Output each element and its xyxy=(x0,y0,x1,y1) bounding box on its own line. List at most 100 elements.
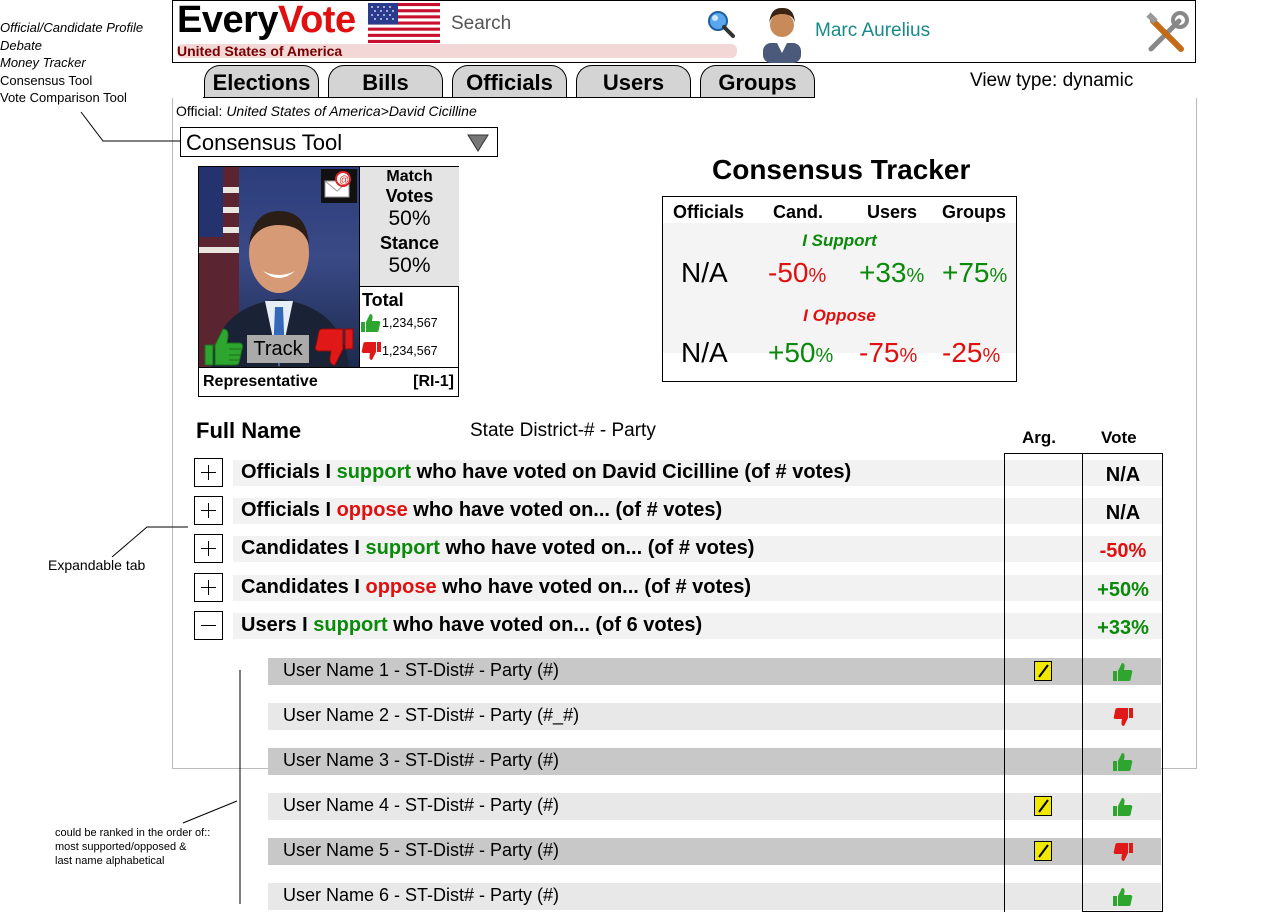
user-row xyxy=(268,883,1161,910)
expand-toggle[interactable] xyxy=(194,573,223,602)
user-row xyxy=(268,748,1161,775)
arg-column-header: Arg. xyxy=(1022,428,1056,447)
ranking-annotation: could be ranked in the order of:: most s… xyxy=(55,826,210,868)
search-input[interactable]: Search xyxy=(451,13,512,34)
support-count: 1,234,567 xyxy=(382,316,438,330)
user-row-name[interactable]: User Name 1 - ST-Dist# - Party (#) xyxy=(283,660,560,680)
group-label-kw: support xyxy=(336,461,412,483)
stance-label: Stance xyxy=(379,233,440,253)
chevron-down-icon[interactable] xyxy=(467,134,489,152)
user-row-name[interactable]: User Name 2 - ST-Dist# - Party (#_#) xyxy=(283,705,580,725)
expand-toggle[interactable] xyxy=(194,458,223,487)
breadcrumb-path[interactable]: United States of America>David Cicilline xyxy=(226,103,477,119)
side-menu-item[interactable]: Vote Comparison Tool xyxy=(0,90,127,105)
group-label-pre: Candidates I xyxy=(241,576,366,598)
vote-thumbs-down-icon xyxy=(1112,707,1134,732)
side-menu-item[interactable]: Official/Candidate Profile xyxy=(0,20,144,35)
district-party-header[interactable]: State District-# - Party xyxy=(470,420,656,441)
argument-note-icon[interactable] xyxy=(1034,796,1052,816)
search-icon[interactable] xyxy=(706,9,736,39)
tab-users[interactable]: Users xyxy=(576,65,691,98)
expand-toggle[interactable] xyxy=(194,534,223,563)
side-menu-item[interactable]: Debate xyxy=(0,37,42,53)
expandable-annotation: Expandable tab xyxy=(48,557,146,573)
match-panel: Match Votes 50% Stance 50% xyxy=(359,167,459,287)
tools-icon[interactable] xyxy=(1143,11,1189,57)
group-label-pre: Officials I xyxy=(241,461,337,483)
group-label[interactable]: Candidates I support who have voted on..… xyxy=(241,537,754,560)
user-row xyxy=(268,703,1161,730)
consensus-value: +75% xyxy=(942,257,1007,289)
group-row xyxy=(233,460,1163,486)
consensus-value: +33% xyxy=(859,257,924,289)
group-vote-value: N/A xyxy=(1105,502,1141,524)
group-label[interactable]: Candidates I oppose who have voted on...… xyxy=(241,576,751,599)
plus-bar xyxy=(208,465,209,480)
consensus-value: -75% xyxy=(859,337,917,369)
contact-mail-icon[interactable]: @ xyxy=(321,169,357,203)
tab-bills[interactable]: Bills xyxy=(328,65,443,98)
avatar-icon[interactable] xyxy=(759,3,805,63)
district-label: [RI-1] xyxy=(413,373,454,390)
tab-groups[interactable]: Groups xyxy=(700,65,815,98)
consensus-number: N/A xyxy=(681,337,728,368)
user-row-name[interactable]: User Name 4 - ST-Dist# - Party (#) xyxy=(283,795,560,815)
header-users: Users xyxy=(867,202,918,222)
tab-elections[interactable]: Elections xyxy=(204,65,319,98)
official-photo[interactable]: @ Track xyxy=(199,167,359,367)
consensus-body-bg xyxy=(663,223,1016,353)
header-groups: Groups xyxy=(942,202,1007,222)
app-header: EveryVote United States of America Searc… xyxy=(172,0,1196,63)
user-row-name[interactable]: User Name 5 - ST-Dist# - Party (#) xyxy=(283,840,560,860)
side-menu-item[interactable]: Money Tracker xyxy=(0,55,86,70)
vote-thumbs-up-icon xyxy=(1112,752,1134,777)
plus-bar xyxy=(208,541,209,556)
header-officials: Officials xyxy=(673,202,745,222)
oppose-section-label: I Oppose xyxy=(803,306,876,325)
group-label[interactable]: Users I support who have voted on... (of… xyxy=(241,614,702,637)
consensus-value: N/A xyxy=(681,257,728,289)
tool-dropdown[interactable]: Consensus Tool xyxy=(180,127,498,157)
group-label-post: who have voted on... (of # votes) xyxy=(436,576,752,598)
collapse-toggle[interactable] xyxy=(194,611,223,640)
tab-officials[interactable]: Officials xyxy=(452,65,567,98)
group-vote-value: -50% xyxy=(1099,540,1147,562)
view-type-label[interactable]: View type: dynamic xyxy=(970,70,1134,91)
user-row-name[interactable]: User Name 3 - ST-Dist# - Party (#) xyxy=(283,750,560,770)
total-panel: Total 1,234,567 1,234,567 xyxy=(359,287,459,367)
consensus-title: Consensus Tracker xyxy=(712,154,971,185)
side-menu-item[interactable]: Consensus Tool xyxy=(0,72,93,88)
match-label: Match xyxy=(386,168,433,185)
search-bar-underline xyxy=(177,44,737,58)
consensus-table: Officials Cand. Users Groups I Support N… xyxy=(662,196,1017,382)
argument-note-icon[interactable] xyxy=(1034,661,1052,681)
group-label[interactable]: Officials I oppose who have voted on... … xyxy=(241,499,722,522)
vote-column-header: Vote xyxy=(1101,428,1137,447)
consensus-percent-sign: % xyxy=(906,265,925,287)
user-row-name[interactable]: User Name 6 - ST-Dist# - Party (#) xyxy=(283,885,560,905)
full-name-header[interactable]: Full Name xyxy=(196,418,302,443)
thumbs-down-icon[interactable] xyxy=(313,327,355,367)
group-label[interactable]: Officials I support who have voted on Da… xyxy=(241,461,851,484)
group-label-post: who have voted on... (of # votes) xyxy=(439,537,755,559)
group-row xyxy=(233,613,1163,639)
svg-text:@: @ xyxy=(339,175,349,186)
thumbs-up-icon[interactable] xyxy=(203,327,245,367)
track-button[interactable]: Track xyxy=(247,335,309,363)
ranking-line: could be ranked in the order of:: xyxy=(55,827,211,839)
consensus-value: -50% xyxy=(768,257,826,289)
oppose-count: 1,234,567 xyxy=(382,344,438,358)
user-name[interactable]: Marc Aurelius xyxy=(815,20,931,41)
consensus-number: +33 xyxy=(859,257,907,288)
group-label-post: who have voted on... (of 6 votes) xyxy=(387,614,703,636)
group-row xyxy=(233,498,1163,524)
expand-toggle[interactable] xyxy=(194,496,223,525)
group-label-pre: Users I xyxy=(241,614,314,636)
consensus-value: N/A xyxy=(681,337,728,369)
support-total: 1,234,567 xyxy=(360,313,459,333)
arg-column xyxy=(1004,453,1083,912)
consensus-number: -75 xyxy=(859,337,900,368)
argument-note-icon[interactable] xyxy=(1034,841,1052,861)
logo[interactable]: EveryVote xyxy=(177,0,356,42)
user-row xyxy=(268,838,1161,865)
